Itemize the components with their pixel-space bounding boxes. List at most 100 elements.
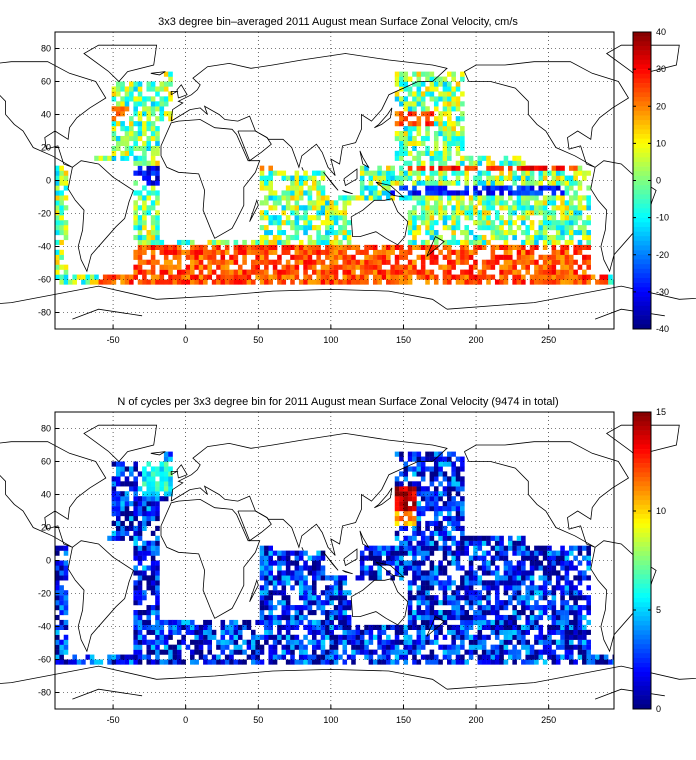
heatmap-cell [220, 249, 226, 255]
heatmap-cell [137, 111, 143, 117]
heatmap-cell [129, 535, 134, 541]
colorbar-segment [633, 83, 651, 88]
heatmap-cell [508, 160, 513, 166]
heatmap-cell [429, 121, 435, 127]
heatmap-cell [268, 590, 273, 596]
heatmap-cell [381, 269, 387, 275]
heatmap-cell [564, 264, 570, 270]
heatmap-cell [342, 610, 348, 616]
heatmap-cell [403, 486, 409, 492]
heatmap-cell [190, 659, 195, 665]
heatmap-cell [560, 610, 565, 616]
heatmap-cell [433, 570, 439, 576]
heatmap-cell [172, 649, 178, 655]
heatmap-cell [538, 175, 544, 181]
heatmap-cell [233, 639, 239, 645]
heatmap-cell [447, 274, 452, 280]
heatmap-cell [277, 195, 282, 201]
heatmap-cell [442, 476, 448, 482]
heatmap-cell [290, 644, 295, 650]
heatmap-cell [133, 215, 138, 221]
colorbar-segment [633, 45, 651, 51]
coastline [0, 665, 448, 690]
heatmap-cell [377, 175, 382, 181]
heatmap-cell [63, 605, 69, 611]
heatmap-cell [525, 234, 530, 241]
heatmap-cell [477, 634, 483, 640]
heatmap-cell [115, 481, 121, 487]
heatmap-cell [124, 91, 130, 97]
heatmap-cell [255, 239, 260, 246]
heatmap-cell [272, 239, 278, 246]
heatmap-cell [403, 126, 409, 132]
heatmap-cell [542, 590, 548, 596]
heatmap-cell [538, 205, 544, 211]
heatmap-cell [573, 165, 578, 171]
heatmap-cell [494, 614, 500, 621]
heatmap-cell [460, 659, 465, 665]
heatmap-cell [111, 486, 117, 492]
heatmap-cell [281, 590, 287, 596]
heatmap-cell [325, 234, 330, 241]
heatmap-cell [433, 659, 439, 665]
heatmap-cell [503, 239, 509, 246]
heatmap-cell [329, 205, 334, 211]
heatmap-cell [420, 200, 426, 206]
heatmap-cell [251, 654, 256, 660]
heatmap-cell [129, 515, 134, 522]
heatmap-cell [146, 116, 152, 122]
heatmap-cell [285, 634, 291, 640]
heatmap-cell [211, 239, 217, 246]
heatmap-cell [303, 654, 308, 660]
heatmap-cell [455, 86, 461, 92]
heatmap-cell [251, 279, 256, 285]
heatmap-cell [582, 644, 587, 650]
heatmap-cell [499, 605, 504, 611]
heatmap-cell [551, 605, 557, 611]
heatmap-cell [420, 220, 426, 226]
heatmap-cell [333, 595, 339, 601]
heatmap-cell [386, 634, 391, 640]
heatmap-cell [281, 195, 287, 201]
heatmap-cell [394, 649, 400, 655]
heatmap-cell [316, 619, 321, 626]
heatmap-cell [146, 111, 152, 117]
heatmap-cell [529, 175, 535, 181]
heatmap-cell [555, 249, 561, 255]
heatmap-cell [564, 200, 570, 206]
heatmap-cell [63, 220, 69, 226]
heatmap-cell [146, 659, 152, 665]
heatmap-cell [529, 649, 535, 655]
heatmap-cell [473, 619, 478, 626]
heatmap-cell [573, 195, 578, 201]
colorbar-segment [633, 138, 651, 144]
heatmap-cell [407, 76, 413, 82]
heatmap-cell [264, 614, 269, 621]
heatmap-cell [521, 560, 526, 566]
heatmap-cell [481, 654, 487, 660]
heatmap-cell [542, 175, 548, 181]
heatmap-cell [237, 629, 243, 635]
heatmap-cell [407, 614, 413, 621]
heatmap-cell [438, 506, 443, 512]
heatmap-cell [433, 205, 439, 211]
heatmap-cell [568, 175, 574, 181]
heatmap-cell [329, 624, 334, 630]
heatmap-cell [111, 86, 117, 92]
heatmap-cell [551, 210, 557, 216]
heatmap-cell [59, 180, 64, 186]
heatmap-cell [255, 659, 260, 665]
heatmap-cell [272, 580, 278, 586]
colorbar-tick-label: 10 [656, 506, 666, 516]
heatmap-cell [133, 570, 138, 576]
heatmap-cell [568, 269, 574, 275]
heatmap-cell [381, 624, 387, 630]
heatmap-cell [494, 659, 500, 665]
heatmap-cell [133, 639, 138, 645]
heatmap-cell [133, 170, 138, 176]
heatmap-cell [137, 145, 143, 151]
heatmap-cell [460, 279, 465, 285]
colorbar-segment [633, 657, 651, 663]
heatmap-cell [133, 96, 138, 102]
heatmap-cell [564, 205, 570, 211]
